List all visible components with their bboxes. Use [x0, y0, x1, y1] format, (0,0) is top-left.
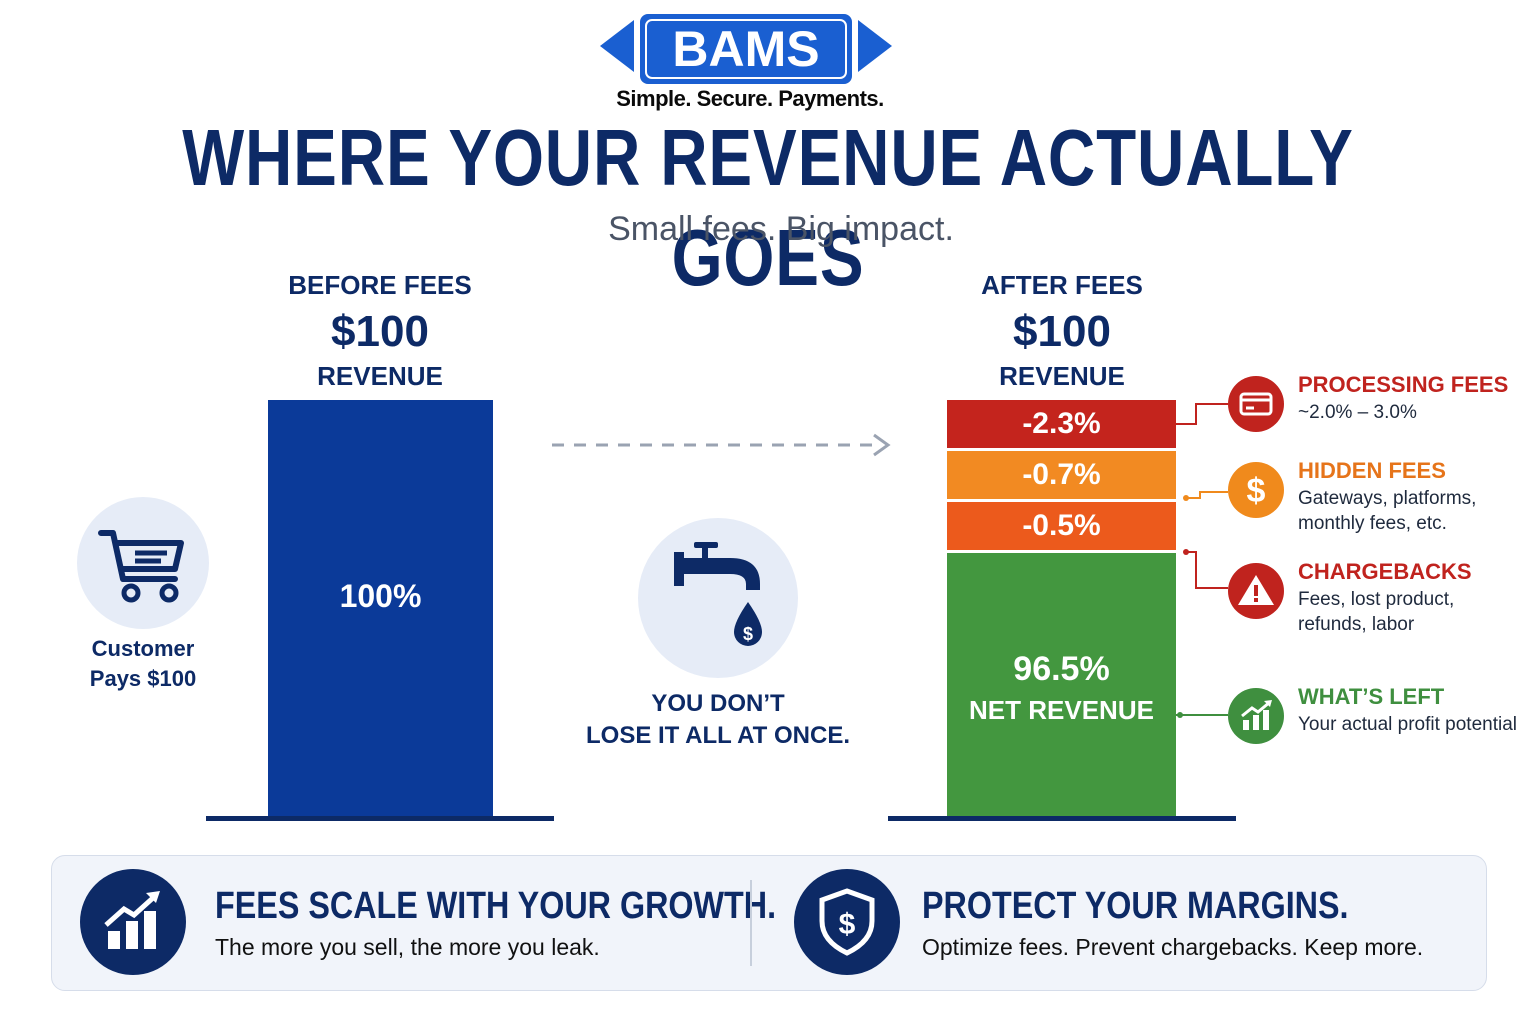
left-baseline: [206, 816, 554, 821]
legend-title: CHARGEBACKS: [1298, 559, 1472, 584]
page-subtitle: Small fees. Big impact.: [608, 210, 954, 248]
shield-dollar-icon: $: [819, 888, 875, 956]
after-amount: $100: [1013, 307, 1111, 356]
bottom-divider: [750, 880, 752, 966]
lose-line2: LOSE IT ALL AT ONCE.: [586, 722, 850, 749]
bottom-right-desc: Optimize fees. Prevent chargebacks. Keep…: [922, 934, 1424, 960]
before-bar-label: 100%: [339, 578, 422, 614]
cart-icon: [98, 530, 184, 603]
right-baseline: [888, 816, 1236, 821]
legend-desc: Your actual profit potential: [1298, 714, 1518, 735]
dollar-icon: $: [1228, 462, 1284, 518]
after-caption: REVENUE: [999, 361, 1125, 391]
after-fees-stacked-bar: -2.3% -0.7% -0.5%: [947, 400, 1176, 818]
bottom-left-desc: The more you sell, the more you leak.: [215, 934, 600, 960]
dashed-arrow: [552, 433, 891, 457]
lose-line1: YOU DON’T: [651, 690, 785, 717]
after-heading: AFTER FEES: [981, 270, 1143, 300]
credit-card-icon: [1228, 376, 1284, 432]
customer-pays-text: Customer Pays $100: [60, 634, 226, 694]
legend-chargebacks: CHARGEBACKS Fees, lost product, refunds,…: [1228, 559, 1528, 635]
legend-connectors: [1176, 403, 1228, 718]
net-revenue-segment: [947, 553, 1176, 818]
fee-segment: -2.3%: [947, 400, 1176, 448]
legend-whats-left: WHAT’S LEFT Your actual profit potential: [1228, 684, 1528, 748]
bottom-panel: [51, 855, 1487, 991]
brand-tagline: Simple. Secure. Payments.: [616, 86, 884, 111]
warning-icon: [1228, 563, 1284, 619]
customer-line2: Pays $100: [89, 666, 197, 691]
customer-line1: Customer: [91, 636, 195, 661]
bottom-left-title: FEES SCALE WITH YOUR GROWTH.: [215, 885, 777, 927]
faucet-circle: $: [638, 518, 798, 678]
legend-desc: Gateways, platforms, monthly fees, etc.: [1298, 488, 1477, 534]
legend-hidden-fees: $ HIDDEN FEES Gateways, platforms, month…: [1228, 458, 1528, 534]
legend-title: PROCESSING FEES: [1298, 372, 1509, 397]
growth-chart-icon: [1228, 688, 1284, 744]
net-revenue-label: NET REVENUE: [969, 695, 1154, 725]
svg-text:$: $: [839, 908, 856, 941]
legend-processing-fees: PROCESSING FEES ~2.0% – 3.0%: [1228, 372, 1528, 436]
shield-icon-circle: $: [794, 869, 900, 975]
before-fees-bar: [268, 400, 493, 818]
growth-icon-circle: [80, 869, 186, 975]
legend-desc: ~2.0% – 3.0%: [1298, 402, 1417, 423]
lose-it-text: YOU DON’T LOSE IT ALL AT ONCE.: [560, 688, 876, 752]
cart-circle: [77, 497, 209, 629]
svg-text:$: $: [1247, 472, 1266, 510]
bams-logo: BAMS: [600, 14, 892, 84]
fee-segment: -0.5%: [947, 502, 1176, 550]
before-amount: $100: [331, 307, 429, 356]
page-title: WHERE YOUR REVENUE ACTUALLY GOES: [182, 113, 1354, 302]
net-revenue-pct: 96.5%: [1013, 650, 1110, 688]
before-heading: BEFORE FEES: [288, 270, 472, 300]
legend-desc: Fees, lost product, refunds, labor: [1298, 589, 1455, 635]
net-revenue-labels: 96.5% NET REVENUE: [947, 648, 1176, 730]
faucet-icon: $: [674, 542, 762, 646]
legend-title: WHAT’S LEFT: [1298, 684, 1445, 709]
fee-segment: -0.7%: [947, 451, 1176, 499]
bottom-right-title: PROTECT YOUR MARGINS.: [922, 885, 1349, 927]
legend-title: HIDDEN FEES: [1298, 458, 1446, 483]
svg-text:$: $: [743, 624, 753, 644]
before-caption: REVENUE: [317, 361, 443, 391]
growth-bars-icon: [104, 891, 160, 949]
logo-text: BAMS: [672, 21, 819, 77]
